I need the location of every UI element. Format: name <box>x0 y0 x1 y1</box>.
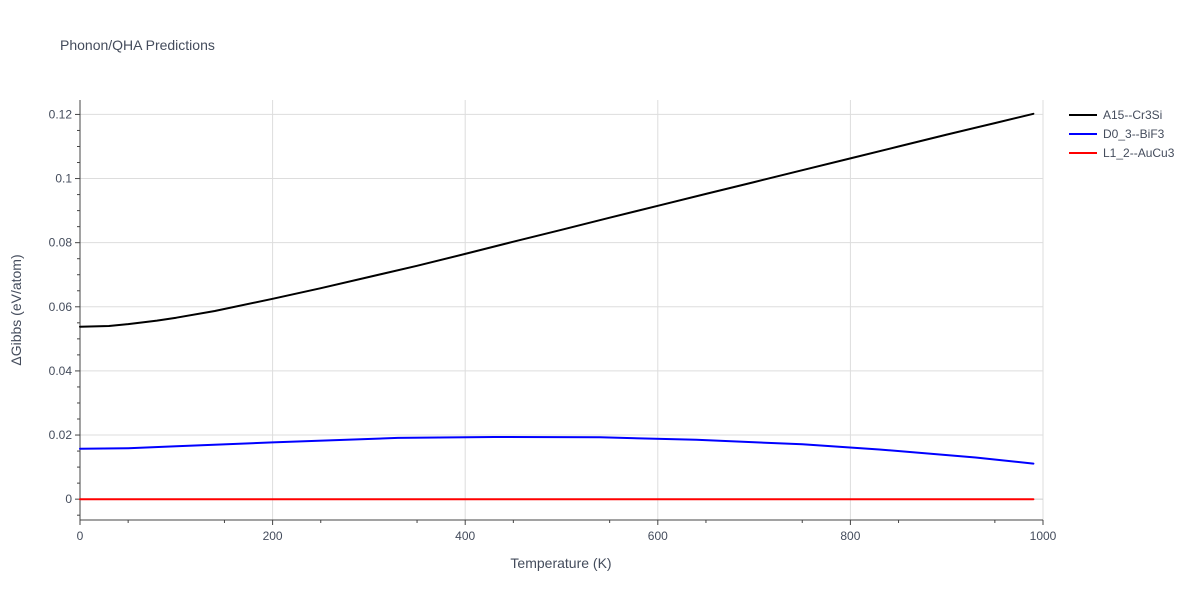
y-tick-label: 0.04 <box>49 364 73 378</box>
legend-item-label: L1_2--AuCu3 <box>1103 146 1175 160</box>
plot-area <box>79 112 1035 501</box>
series-line-2 <box>79 436 1035 465</box>
y-tick-label: 0.08 <box>49 236 73 250</box>
chart-title: Phonon/QHA Predictions <box>60 37 215 53</box>
y-tick-label: 0.02 <box>49 428 73 442</box>
series-line-1 <box>79 112 1035 328</box>
legend-item-label: A15--Cr3Si <box>1103 108 1162 122</box>
y-tick-label: 0.12 <box>49 107 73 121</box>
x-tick-label: 800 <box>840 529 860 543</box>
x-tick-label: 200 <box>263 529 283 543</box>
legend: A15--Cr3Si D0_3--BiF3 L1_2--AuCu3 <box>1069 108 1175 160</box>
y-tick-label: 0.1 <box>55 172 72 186</box>
legend-item-label: D0_3--BiF3 <box>1103 127 1165 141</box>
y-tick-label: 0 <box>65 492 72 506</box>
axes: 0 200 400 600 800 1000 0 0.02 0.04 0.06 0.08 0.1 0.1… <box>49 100 1057 543</box>
x-tick-label: 1000 <box>1030 529 1057 543</box>
y-axis-title: ΔGibbs (eV/atom) <box>8 254 24 365</box>
x-tick-label: 600 <box>648 529 668 543</box>
grid <box>80 100 1044 520</box>
x-axis-title: Temperature (K) <box>510 555 611 571</box>
x-tick-label: 0 <box>77 529 84 543</box>
x-tick-label: 400 <box>455 529 475 543</box>
y-tick-label: 0.06 <box>49 300 73 314</box>
